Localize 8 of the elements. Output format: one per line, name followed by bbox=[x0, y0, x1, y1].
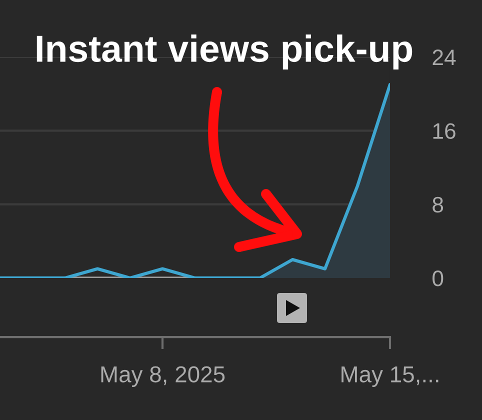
y-tick-label: 16 bbox=[433, 123, 456, 139]
y-tick-label: 24 bbox=[432, 50, 456, 66]
line-series bbox=[0, 83, 390, 278]
x-tick-label: May 8, 2025 bbox=[101, 366, 225, 387]
y-tick-label: 8 bbox=[432, 196, 444, 213]
x-tick-label: May 15,... bbox=[342, 366, 438, 387]
annotation: Instant views pick-up bbox=[36, 34, 412, 70]
y-tick-label: 0 bbox=[432, 270, 444, 286]
